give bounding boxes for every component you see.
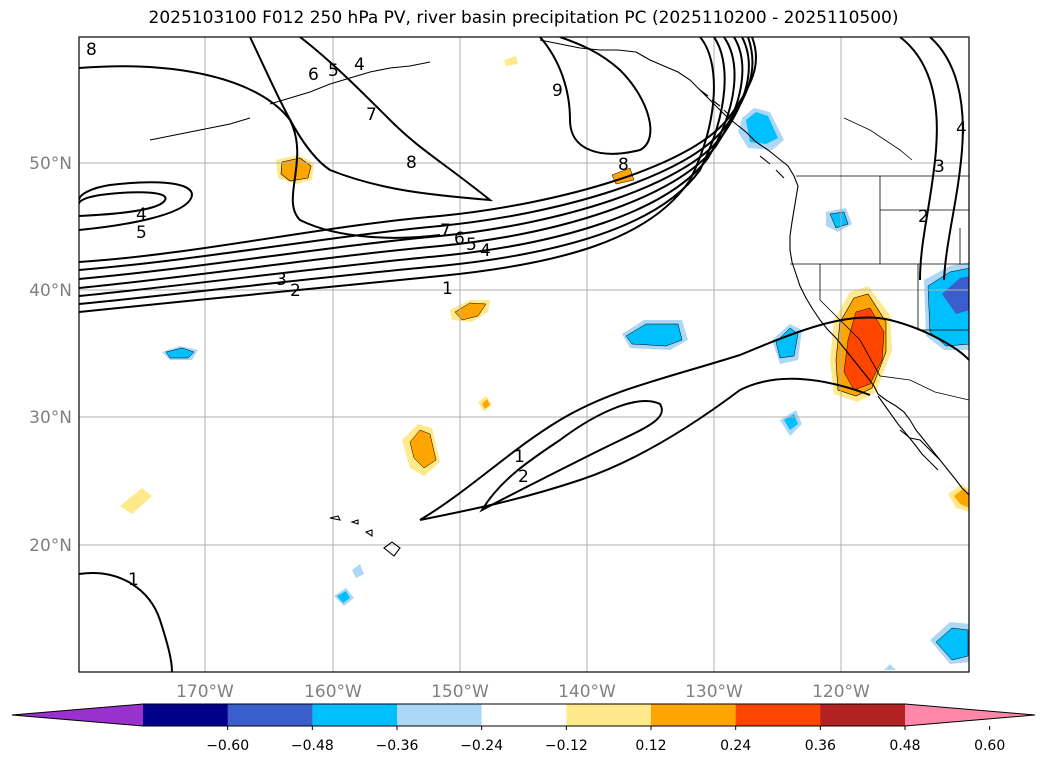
precip-positive-patch xyxy=(454,302,487,321)
contour-label: 8 xyxy=(406,153,417,173)
colorbar-swatch xyxy=(735,704,821,726)
contour-label: 8 xyxy=(618,155,629,175)
alaska-coast xyxy=(539,39,637,53)
lon-label-130w: 130°W xyxy=(685,682,743,702)
colorbar-tick-label: −0.24 xyxy=(460,738,503,754)
lon-label-120w: 120°W xyxy=(812,682,870,702)
colorbar-extend-low xyxy=(12,704,143,726)
contour-label: 5 xyxy=(136,223,147,243)
colorbar-swatch xyxy=(566,704,652,726)
contour-label: 5 xyxy=(466,235,477,255)
colorbar-swatch xyxy=(397,704,483,726)
colorbar-swatch xyxy=(312,704,398,726)
contour-label: 1 xyxy=(128,570,139,590)
precip-negative-patch xyxy=(784,414,798,430)
contour-label: 6 xyxy=(308,65,319,85)
colorbar-tick-label: 0.12 xyxy=(635,738,666,754)
precip-negative-patch xyxy=(352,564,364,578)
contour-label: 1 xyxy=(442,279,453,299)
precip-negative-patch xyxy=(829,211,849,229)
colorbar-swatch xyxy=(651,704,737,726)
precip-negative-patch xyxy=(337,591,350,603)
political-borders xyxy=(790,117,969,401)
precip-negative-patch xyxy=(935,627,969,661)
contour-label: 7 xyxy=(440,221,451,241)
precip-negative-patch xyxy=(775,327,799,359)
contour-label: 5 xyxy=(328,61,339,81)
colorbar-swatch xyxy=(227,704,313,726)
contour-label: 3 xyxy=(276,270,287,290)
baja-coast xyxy=(877,395,939,471)
lon-label-170w: 170°W xyxy=(176,682,234,702)
contour-label: 1 xyxy=(514,447,525,467)
pv-contours xyxy=(79,37,969,672)
precip-positive-patch xyxy=(120,488,152,514)
colorbar-swatch xyxy=(481,704,567,726)
lat-label-30n: 30°N xyxy=(29,408,72,428)
precip-negative-patch xyxy=(165,347,195,359)
lon-label-140w: 140°W xyxy=(558,682,616,702)
map-title: 2025103100 F012 250 hPa PV, river basin … xyxy=(148,8,899,28)
contour-label: 2 xyxy=(518,467,529,487)
lon-label-150w: 150°W xyxy=(431,682,489,702)
contour-label: 2 xyxy=(290,281,301,301)
aleutian-islands xyxy=(149,117,251,141)
precip-positive-patch xyxy=(843,307,885,391)
contour-label: 4 xyxy=(956,119,967,139)
gridlines xyxy=(79,37,969,672)
colorbar-tick-label: −0.48 xyxy=(291,738,334,754)
contour-label: 6 xyxy=(454,229,465,249)
gulf-coast xyxy=(899,429,941,461)
longitude-labels: 170°W 160°W 150°W 140°W 130°W 120°W xyxy=(176,682,870,702)
contour-label: 4 xyxy=(480,241,491,261)
contour-label: 9 xyxy=(552,81,563,101)
colorbar-swatch xyxy=(820,704,906,726)
lat-label-50n: 50°N xyxy=(29,154,72,174)
contour-label: 4 xyxy=(354,55,365,75)
colorbar-swatch xyxy=(143,704,229,726)
precip-positive-patch xyxy=(482,399,490,409)
colorbar-tick-label: −0.12 xyxy=(545,738,588,754)
colorbar-extend-high xyxy=(905,704,1035,726)
precip-positive-patch xyxy=(954,488,969,508)
contour-label: 4 xyxy=(136,205,147,225)
colorbar-outline xyxy=(11,703,1036,727)
precip-negative-patch xyxy=(746,112,778,144)
contour-label: 3 xyxy=(934,157,945,177)
contour-labels: 8 6 5 4 9 7 8 8 4 5 7 6 5 4 3 2 1 1 2 1 … xyxy=(86,40,967,590)
precip-negative-patch xyxy=(884,664,896,670)
lon-label-160w: 160°W xyxy=(304,682,362,702)
precip-negative-patch xyxy=(942,276,969,314)
contour-label: 2 xyxy=(918,207,929,227)
precip-positive-patch xyxy=(504,56,518,66)
colorbar-tick-label: −0.36 xyxy=(376,738,419,754)
precip-negative-patch xyxy=(625,323,683,347)
latitude-labels: 50°N 40°N 30°N 20°N xyxy=(29,154,72,556)
precip-positive-patch xyxy=(409,429,437,469)
colorbar-tick-label: 0.36 xyxy=(805,738,836,754)
colorbar: −0.60 −0.48 −0.36 −0.24 −0.12 0.12 0.24 0.36 0.4… xyxy=(11,703,1036,754)
contour-label: 8 xyxy=(86,40,97,60)
precipitation-shading xyxy=(120,56,969,670)
colorbar-tick-label: −0.60 xyxy=(206,738,249,754)
hawaii-islands xyxy=(329,515,401,557)
lat-label-40n: 40°N xyxy=(29,281,72,301)
colorbar-tick-label: 0.60 xyxy=(974,738,1005,754)
lat-label-20n: 20°N xyxy=(29,536,72,556)
contour-label: 7 xyxy=(366,105,377,125)
plot-frame xyxy=(78,36,970,673)
colorbar-tick-label: 0.48 xyxy=(889,738,920,754)
aleutian-islands xyxy=(269,61,431,105)
colorbar-tick-label: 0.24 xyxy=(720,738,751,754)
